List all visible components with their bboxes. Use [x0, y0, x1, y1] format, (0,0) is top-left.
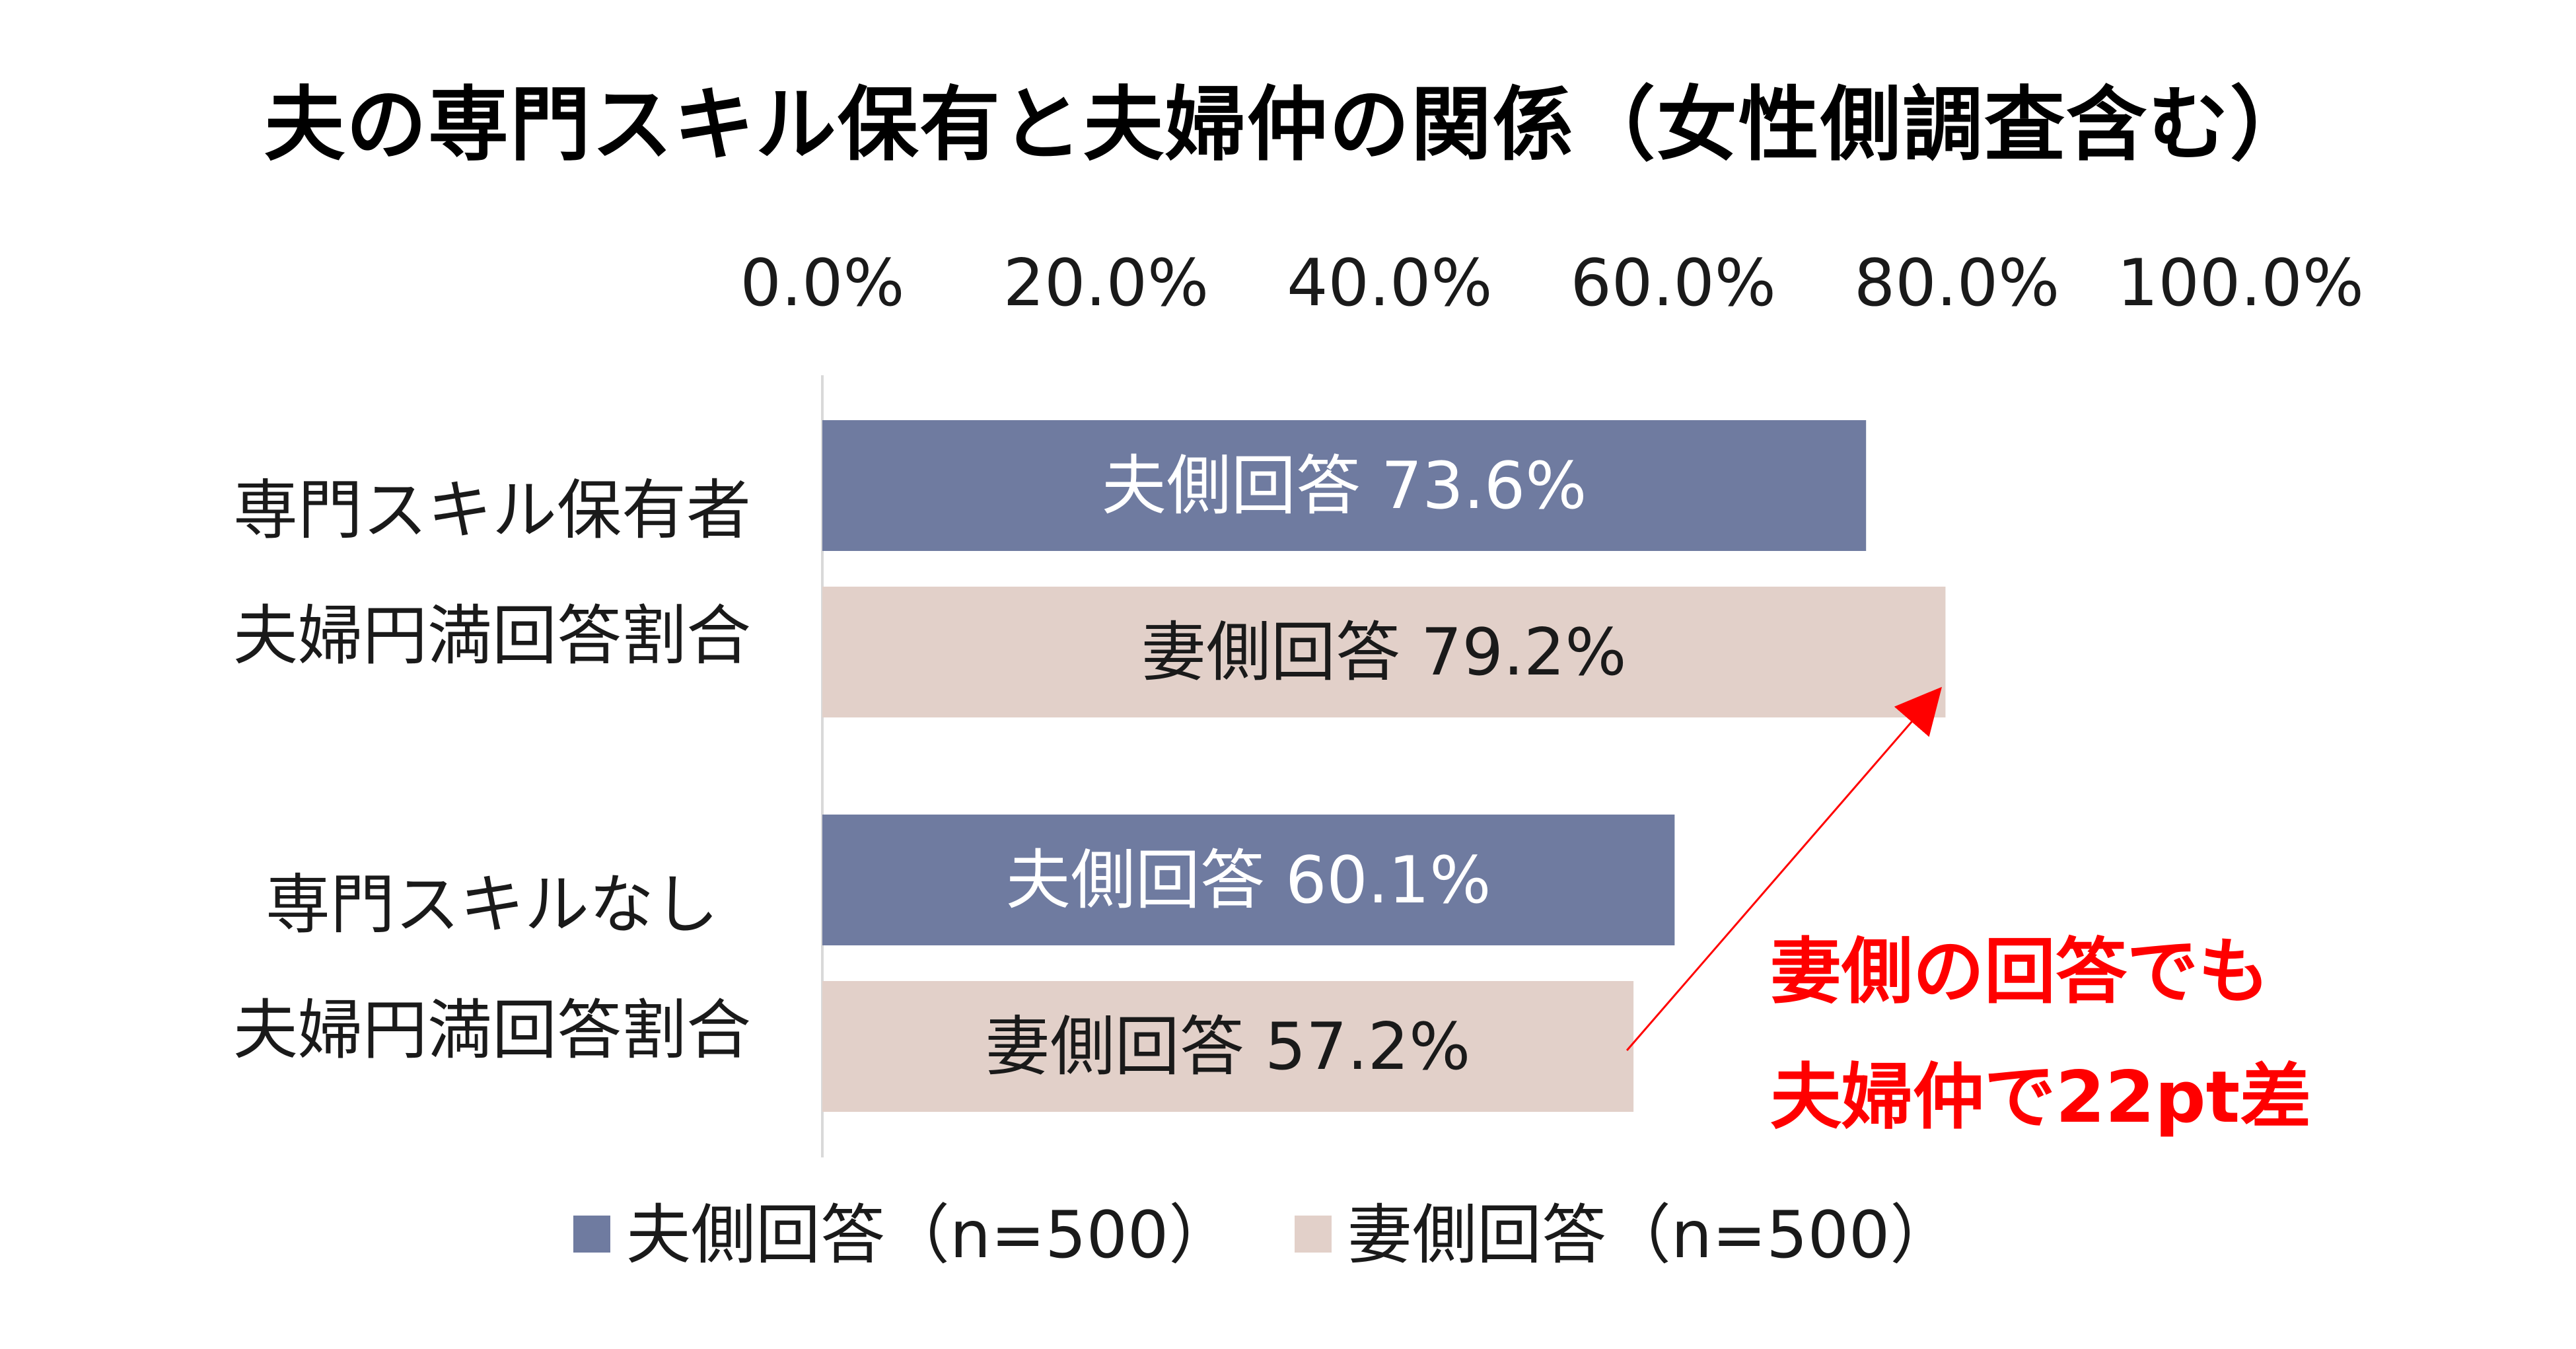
bar	[822, 815, 1675, 945]
category-label: 専門スキルなし	[266, 867, 719, 943]
x-tick-label: 0.0%	[740, 246, 905, 321]
bar-data-label: 夫側回答 60.1%	[1006, 843, 1491, 918]
legend-swatch	[1295, 1216, 1332, 1253]
bar-data-label: 妻側回答 79.2%	[1141, 615, 1626, 690]
x-tick-label: 40.0%	[1287, 246, 1492, 321]
legend-label: 妻側回答（n=500）	[1347, 1198, 1954, 1273]
x-tick-label: 80.0%	[1854, 246, 2059, 321]
category-label: 専門スキル保有者	[233, 473, 751, 548]
legend-label: 夫側回答（n=500）	[626, 1198, 1233, 1273]
bar-data-label: 夫側回答 73.6%	[1102, 449, 1587, 524]
legend-swatch	[573, 1216, 610, 1253]
category-label: 夫婦円満回答割合	[233, 993, 751, 1068]
bar	[822, 420, 1867, 551]
x-tick-label: 20.0%	[1003, 246, 1209, 321]
bar	[822, 981, 1634, 1112]
annotation-arrow	[1626, 686, 1943, 1051]
category-label: 夫婦円満回答割合	[233, 599, 751, 674]
x-tick-label: 60.0%	[1571, 246, 1776, 321]
bar-data-label: 妻側回答 57.2%	[985, 1009, 1470, 1085]
x-tick-label: 100.0%	[2117, 246, 2364, 321]
annotation-text: 妻側の回答でも	[1770, 931, 2270, 1013]
bar	[822, 587, 1946, 717]
chart-title: 夫の専門スキル保有と夫婦仲の関係（女性側調査含む）	[264, 78, 2312, 172]
annotation-text: 夫婦仲で22pt差	[1770, 1056, 2311, 1139]
